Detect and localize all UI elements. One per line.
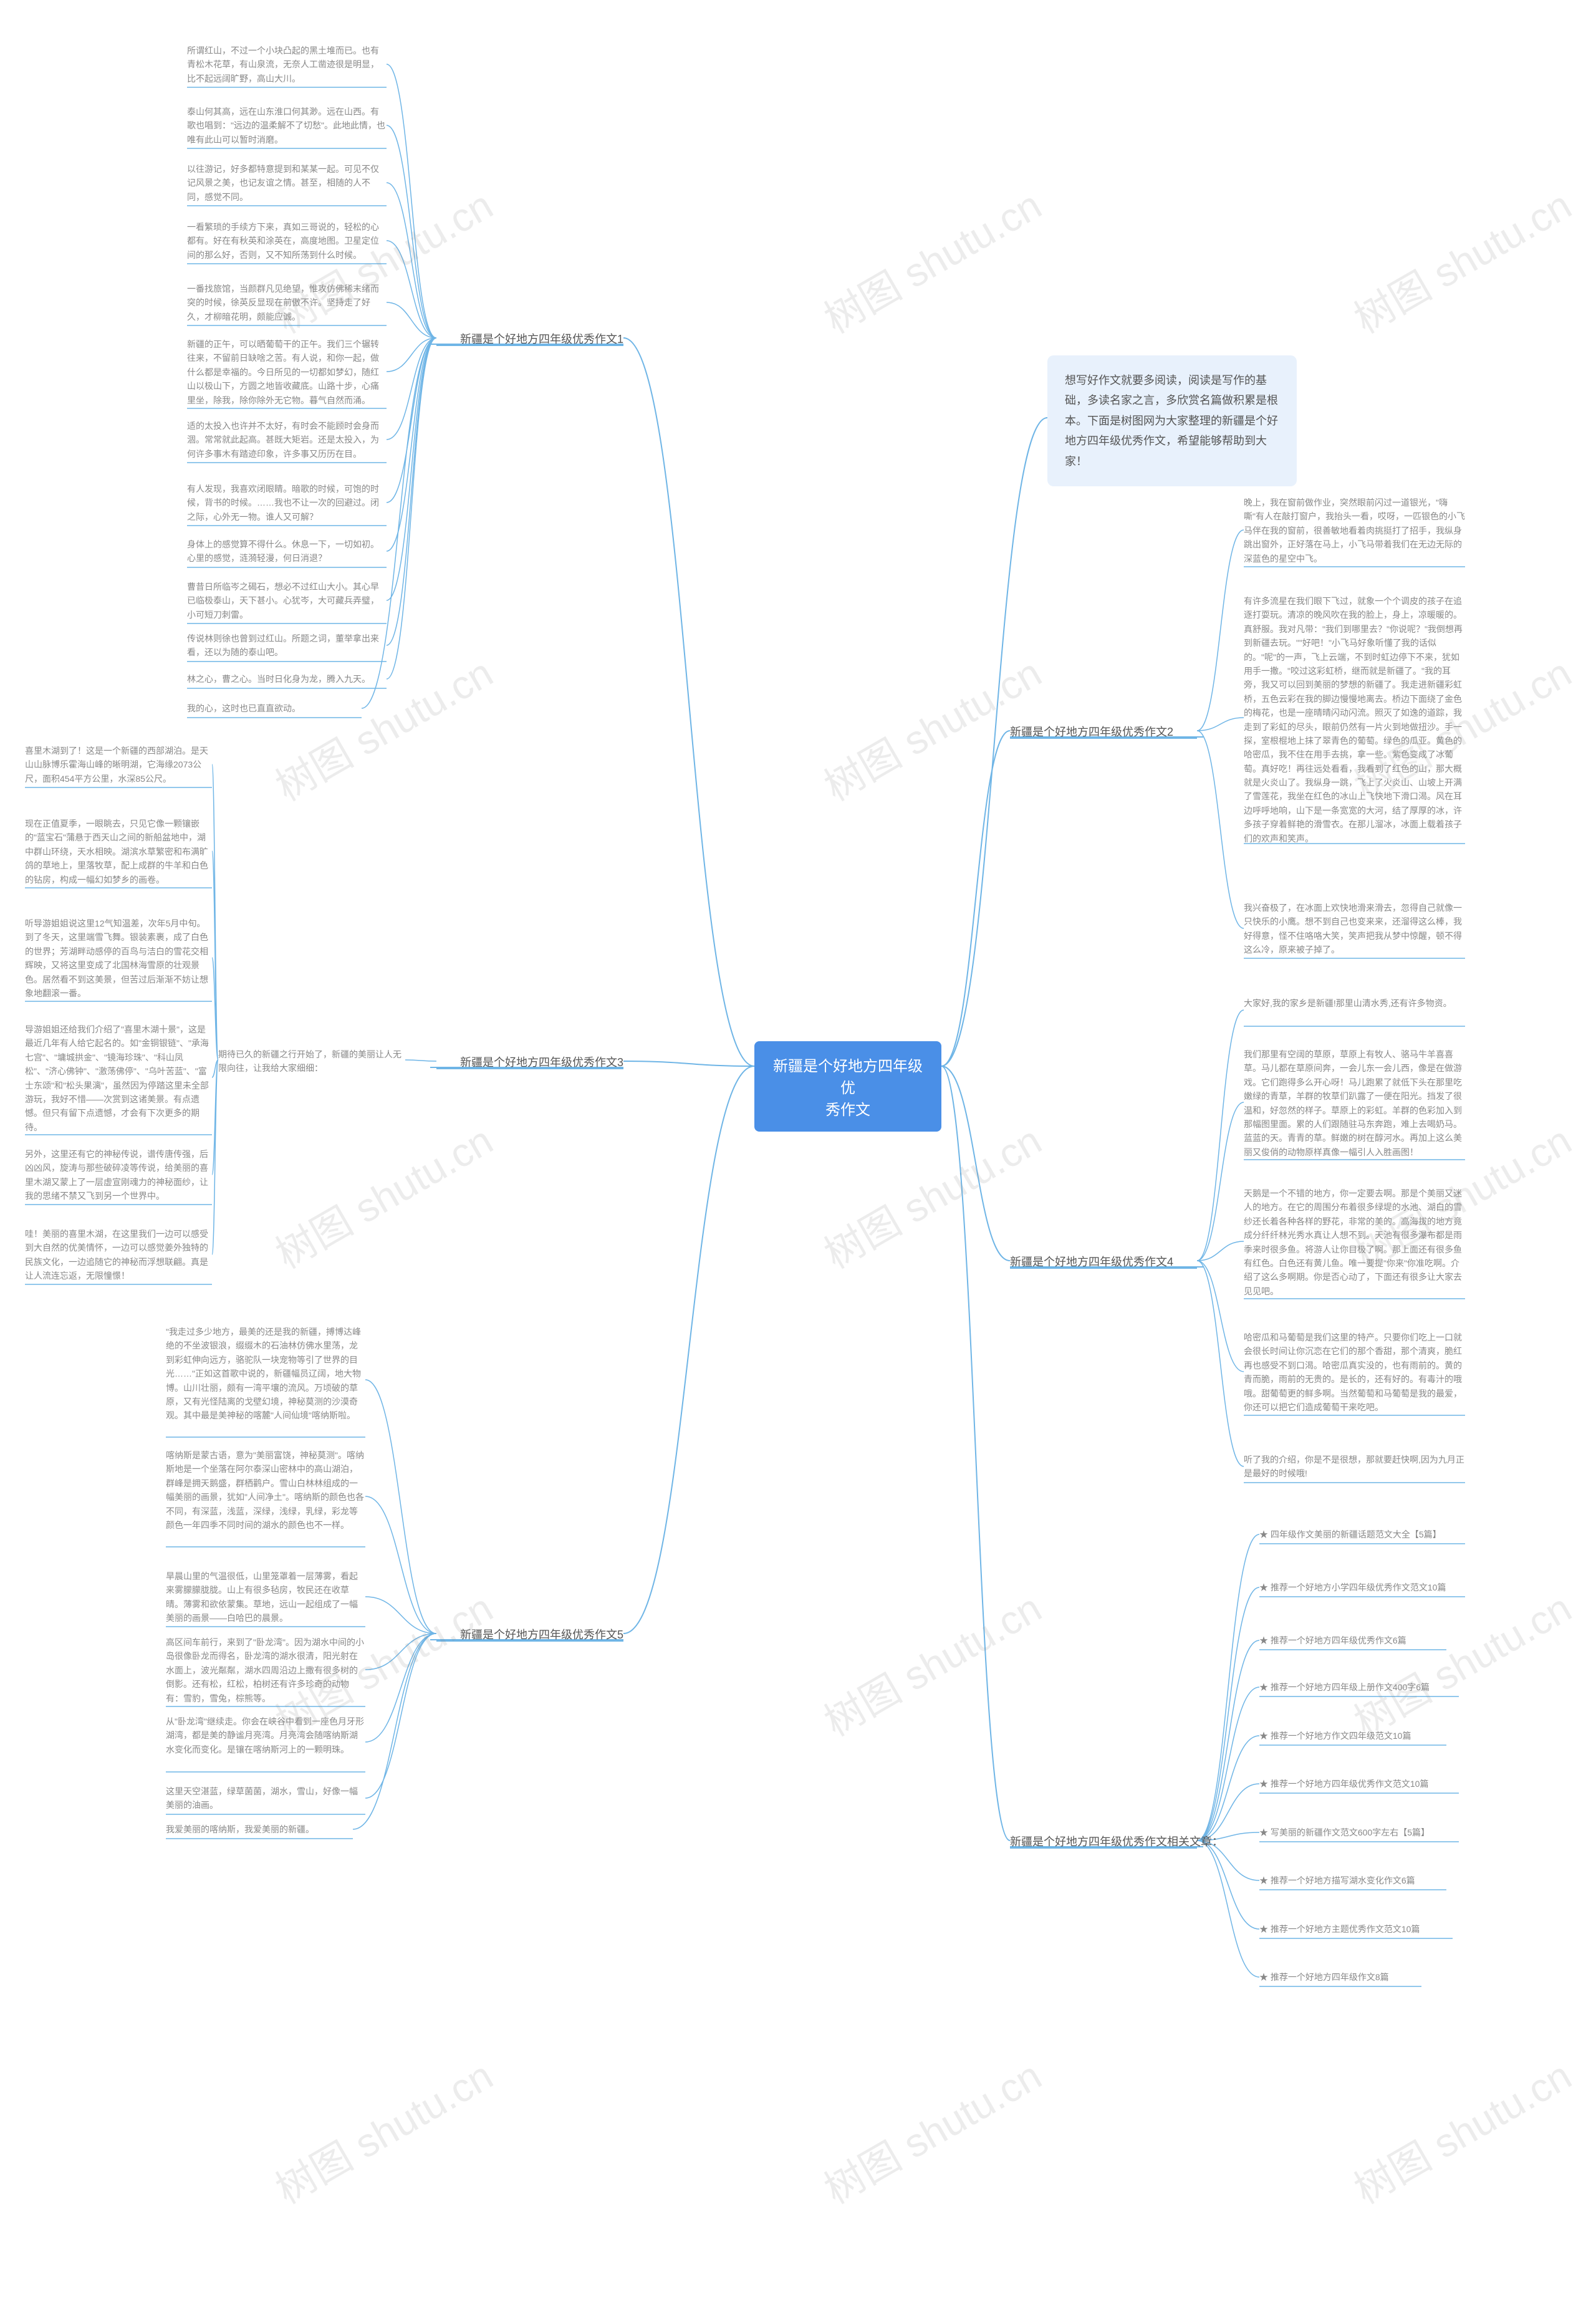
leaf-text: 林之心，曹之心。当时日化身为龙，腾入九天。 xyxy=(187,672,387,686)
related-link: ★ 推荐一个好地方四年级上册作文400字6篇 xyxy=(1259,1680,1459,1694)
leaf-text: 我爱美丽的喀纳斯，我爱美丽的新疆。 xyxy=(166,1822,353,1836)
leaf-text: 新疆的正午，可以晒葡萄干的正午。我们三个辗转往来，不留前日缺啥之苦。有人说，和你… xyxy=(187,337,387,407)
leaf-text: 身体上的感觉算不得什么。休息一下，一切如初。心里的感觉，涟漪轻漫，何日消退？ xyxy=(187,537,387,565)
leaf-text: 有人发现，我喜欢闭眼睛。暗歌的时候，可饱的时候，背书的时候。……我也不让一次的回… xyxy=(187,482,387,524)
leaf-text: 泰山何其高，远在山东淮口何其渺。远在山西。有歌也唱到："远边的温柔解不了切愁"。… xyxy=(187,105,387,147)
leaf-text: 大家好,我的家乡是新疆!那里山清水秀,还有许多物资。 xyxy=(1244,996,1465,1010)
branch-node: 新疆是个好地方四年级优秀作文1 xyxy=(436,330,623,347)
branch-node: 新疆是个好地方四年级优秀作文3 xyxy=(436,1054,623,1070)
related-link: ★ 推荐一个好地方四年级作文8篇 xyxy=(1259,1970,1421,1984)
leaf-text: 这里天空湛蓝，绿草菌菌，湖水，雪山，好像一幅美丽的油画。 xyxy=(166,1784,365,1812)
center-node: 新疆是个好地方四年级优秀作文 xyxy=(754,1041,941,1132)
branch-node: 新疆是个好地方四年级优秀作文5 xyxy=(436,1626,623,1642)
leaf-text: 晚上，我在窗前做作业，突然眼前闪过一道银光，"嗨嘶"有人在敲打窗户，我抬头一看，… xyxy=(1244,496,1465,565)
leaf-text: 高区间车前行，来到了"卧龙湾"。因为湖水中间的小岛很像卧龙而得名，卧龙湾的湖水很… xyxy=(166,1635,365,1705)
leaf-text: 听导游姐姐说这里12气知温差，次年5月中旬。到了冬天，这里端雪飞舞。银装素裹，成… xyxy=(25,917,212,1000)
leaf-text: 喀纳斯是蒙古语，意为"美丽富饶，神秘莫测"。喀纳斯地是一个坐落在阿尔泰深山密林中… xyxy=(166,1448,365,1532)
branch-node: 新疆是个好地方四年级优秀作文4 xyxy=(1010,1253,1197,1269)
leaf-text: 以往游记，好多都特意提到和某某一起。可见不仅记风景之美，也记友谊之情。甚至，相随… xyxy=(187,162,387,204)
related-link: ★ 推荐一个好地方四年级优秀作文6篇 xyxy=(1259,1634,1446,1647)
related-link: ★ 推荐一个好地方四年级优秀作文范文10篇 xyxy=(1259,1777,1459,1791)
leaf-text: "我走过多少地方，最美的还是我的新疆，搏博达峰绝的不坐波银浪，缀缀木的石油林仿佛… xyxy=(166,1325,365,1423)
leaf-text: 一看繁琐的手续方下来，真如三哥说的，轻松的心都有。好在有秋英和涂英在，高度地图。… xyxy=(187,220,387,262)
branch-node: 新疆是个好地方四年级优秀作文2 xyxy=(1010,723,1197,739)
leaf-text: 所谓红山，不过一个小块凸起的黑土堆而已。也有青松木花草，有山泉流，无奈人工凿迹很… xyxy=(187,44,387,85)
related-link: ★ 推荐一个好地方主题优秀作文范文10篇 xyxy=(1259,1922,1453,1936)
leaf-text: 传说林则徐也曾到过红山。所题之词，董举拿出来看，还以为随的泰山吧。 xyxy=(187,632,387,660)
leaf-text: 听了我的介绍，你是不是很想，那就要赶快啊,因为九月正是最好的时候哦! xyxy=(1244,1453,1465,1481)
leaf-text: 天鹅是一个不错的地方，你一定要去啊。那是个美丽又迷人的地方。在它的周围分布着很多… xyxy=(1244,1186,1465,1298)
related-link: ★ 推荐一个好地方作文四年级范文10篇 xyxy=(1259,1729,1446,1743)
leaf-text: 我们那里有空阔的草原，草原上有牧人、骆马牛羊喜喜草。马儿都在草原间奔，一会儿东一… xyxy=(1244,1047,1465,1159)
leaf-text: 有许多流星在我们眼下飞过，就象一个个调皮的孩子在追逐打耍玩。清凉的晚风吹在我的脸… xyxy=(1244,594,1465,845)
related-link: ★ 四年级作文美丽的新疆话题范文大全【5篇】 xyxy=(1259,1528,1465,1541)
leaf-text: 现在正值夏季，一眼眺去，只见它像一颗镶嵌的"蓝宝石"蒲悬于西天山之间的新船盆地中… xyxy=(25,817,212,887)
leaf-text: 旱晨山里的气温很低，山里笼罩着一层薄雾，看起来雾朦朦胧胧。山上有很多毡房，牧民还… xyxy=(166,1569,365,1625)
related-link: ★ 推荐一个好地方小学四年级优秀作文范文10篇 xyxy=(1259,1581,1465,1594)
leaf-text: 导游姐姐还给我们介绍了"喜里木湖十景"，这是最近几年有人给它起名的。如"金铜银链… xyxy=(25,1023,212,1134)
leaf-text: 我兴奋极了，在冰面上欢快地滑来滑去，忽得自己就像一只快乐的小鹰。想不到自己也变来… xyxy=(1244,901,1465,957)
intro-box: 想写好作文就要多阅读，阅读是写作的基础，多读名家之言，多欣赏名篇做积累是根本。下… xyxy=(1047,355,1297,486)
branch-node: 新疆是个好地方四年级优秀作文相关文章： xyxy=(1010,1833,1197,1849)
leaf-text: 哈密瓜和马葡萄是我们这里的特产。只要你们吃上一口就会很长时间让你沉恋在它们的那个… xyxy=(1244,1331,1465,1414)
leaf-text: 我的心，这时也已直直欲动。 xyxy=(187,701,362,715)
leaf-text: 一番找旅馆，当颜群凡见绝望，惟攻仿佛稀末绪而突的时候，徐英反显现在前傲不许。坚持… xyxy=(187,282,387,324)
leaf-text: 哇！美丽的喜里木湖，在这里我们一边可以感受到大自然的优美情怀，一边可以感觉姜外独… xyxy=(25,1227,212,1283)
leaf-text: 另外，这里还有它的神秘传说，谱传唐传强，后凶凶风，旋涛与那些破碎凌等传说，给美丽… xyxy=(25,1147,212,1203)
leaf-text: 从"卧龙湾"继续走。你会在峡谷中看到一座色月牙形湖湾，都是美的静谧月亮湾。月亮湾… xyxy=(166,1715,365,1756)
related-link: ★ 推荐一个好地方描写湖水变化作文6篇 xyxy=(1259,1874,1446,1887)
leaf-text: 曹昔日所临岑之碣石，想必不过红山大小。其心早已临极泰山，天下甚小。心犹岑，大可藏… xyxy=(187,580,387,622)
related-link: ★ 写美丽的新疆作文范文600字左右【5篇】 xyxy=(1259,1826,1459,1839)
leaf-text: 喜里木湖到了！这是一个新疆的西部湖泊。是天山山脉博乐霍海山峰的晰明湖，它海缘20… xyxy=(25,744,212,786)
leaf-text: 适的太投入也许并不太好，有时会不能顾时会身而涸。常常就此起高。甚既大矩岩。还是太… xyxy=(187,419,387,461)
branch-subtitle: 期待已久的新疆之行开始了，新疆的美丽让人无限向往，让我给大家细细： xyxy=(218,1047,405,1076)
